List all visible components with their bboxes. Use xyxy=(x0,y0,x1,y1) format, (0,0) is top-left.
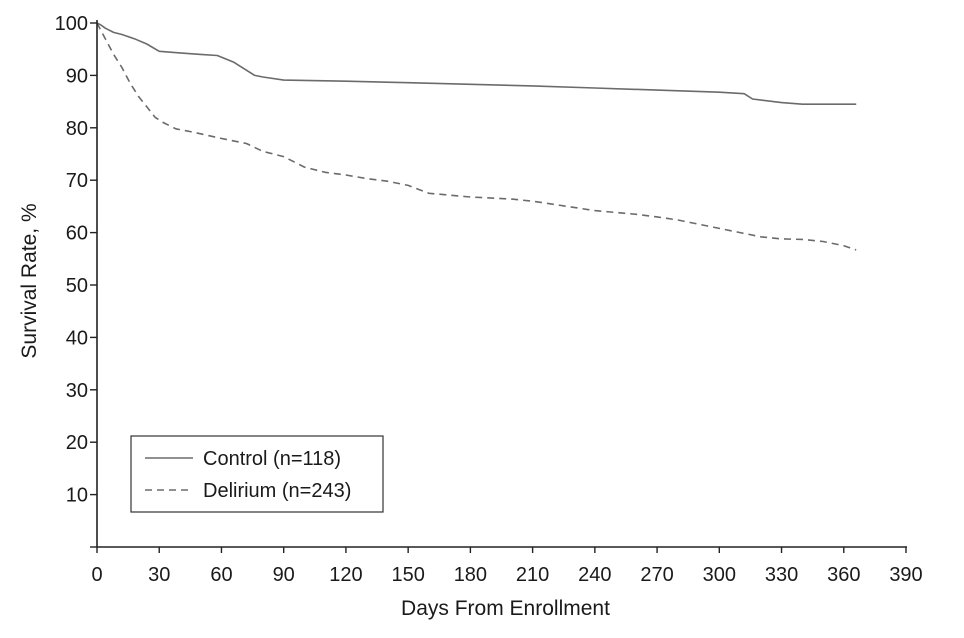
y-tick-label: 30 xyxy=(66,380,88,402)
y-tick-label: 50 xyxy=(66,275,88,297)
y-tick-label: 80 xyxy=(66,118,88,140)
y-tick-label: 70 xyxy=(66,170,88,192)
plot-area xyxy=(96,22,857,251)
x-tick-label: 150 xyxy=(391,564,424,586)
x-tick-label: 60 xyxy=(210,564,232,586)
x-tick-label: 120 xyxy=(329,564,362,586)
series-line-control xyxy=(96,22,857,105)
y-tick-label: 40 xyxy=(66,327,88,349)
x-tick-label: 30 xyxy=(148,564,170,586)
y-tick-label: 100 xyxy=(55,13,88,35)
x-tick-label: 0 xyxy=(91,564,102,586)
legend-label-delirium: Delirium (n=243) xyxy=(203,480,351,502)
y-tick-label: 10 xyxy=(66,485,88,507)
axes: 0 30 60 90 120 150 180 210 240 270 300 330 360 390 10 2… xyxy=(55,13,923,586)
series-line-delirium xyxy=(96,22,857,251)
y-tick-label: 90 xyxy=(66,65,88,87)
x-tick-label: 240 xyxy=(578,564,611,586)
y-tick-label: 20 xyxy=(66,432,88,454)
x-tick-label: 300 xyxy=(703,564,736,586)
x-tick-label: 90 xyxy=(273,564,295,586)
x-axis-title: Days From Enrollment xyxy=(401,597,610,620)
y-axis-title: Survival Rate, % xyxy=(18,203,41,358)
x-tick-label: 390 xyxy=(889,564,922,586)
x-tick-label: 360 xyxy=(827,564,860,586)
legend-label-control: Control (n=118) xyxy=(203,448,341,470)
x-tick-label: 330 xyxy=(765,564,798,586)
legend: Control (n=118) Delirium (n=243) xyxy=(130,435,384,513)
x-tick-label: 270 xyxy=(640,564,673,586)
y-tick-label: 60 xyxy=(66,223,88,245)
x-tick-label: 210 xyxy=(516,564,549,586)
legend-box xyxy=(130,435,384,513)
x-tick-label: 180 xyxy=(454,564,487,586)
